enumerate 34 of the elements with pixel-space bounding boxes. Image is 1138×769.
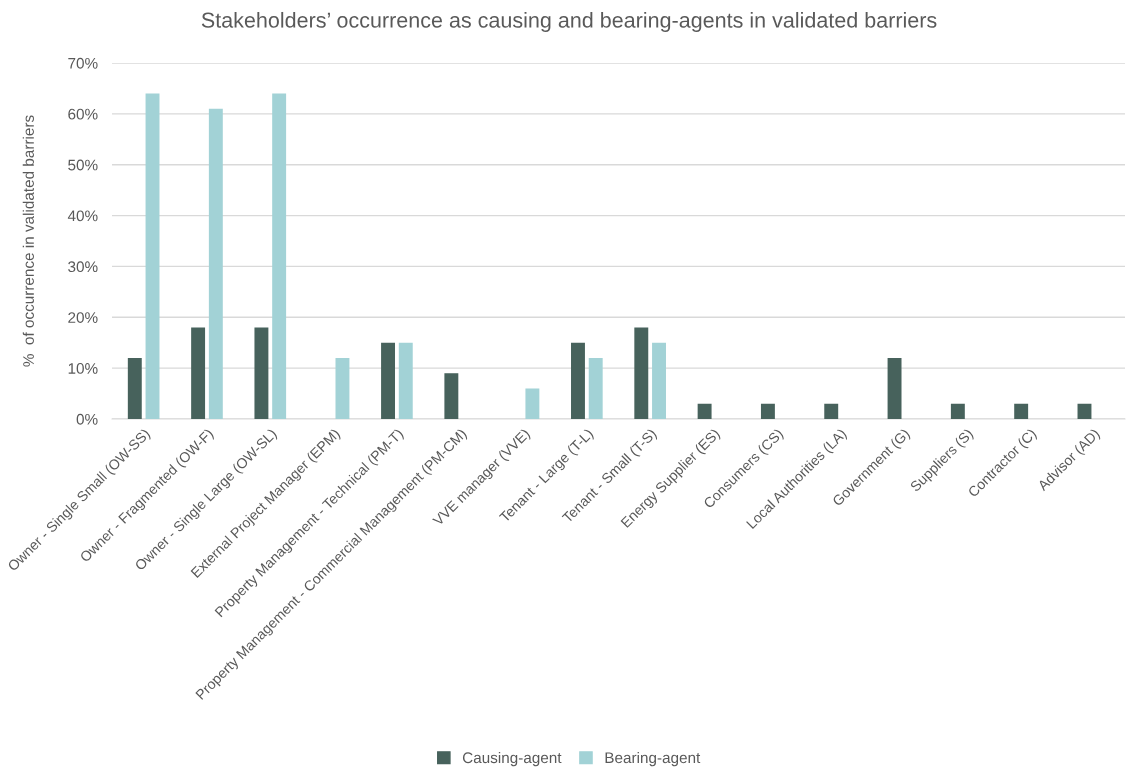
- bar: [145, 93, 160, 419]
- bar: [697, 403, 712, 419]
- bar: [1014, 403, 1029, 419]
- bar: [824, 403, 839, 419]
- bar: [398, 342, 413, 419]
- bar: [191, 327, 206, 419]
- bar: [444, 373, 459, 419]
- y-tick-label: 50%: [68, 159, 98, 171]
- y-tick-label: 20%: [68, 312, 98, 323]
- bar: [525, 388, 540, 419]
- y-tick-label: 70%: [68, 57, 98, 69]
- y-tick-label: 0%: [76, 413, 98, 425]
- chart-title: Stakeholders’ occurrence as causing and bearing-agents in validated barriers: [201, 11, 937, 33]
- bar: [760, 403, 775, 419]
- bar: [127, 357, 142, 419]
- bar: [1077, 403, 1092, 419]
- y-tick-label: 60%: [68, 108, 98, 120]
- bar: [272, 93, 287, 419]
- bar: [887, 357, 902, 419]
- bar: [571, 342, 585, 419]
- bar: [950, 403, 965, 419]
- y-axis-title: % of occurrence in validated barriers: [22, 115, 34, 367]
- legend-label: Bearing-agent: [605, 751, 701, 767]
- bar: [208, 108, 223, 419]
- y-tick-label: 10%: [68, 363, 98, 374]
- bar: [634, 327, 649, 419]
- bar: [335, 357, 350, 419]
- y-tick-label: 30%: [68, 261, 98, 273]
- bar: [254, 327, 269, 419]
- y-tick-label: 40%: [67, 210, 98, 222]
- legend-label: Causing-agent: [462, 751, 562, 767]
- bar: [652, 342, 666, 419]
- bar: [381, 342, 396, 419]
- bar: [588, 357, 603, 419]
